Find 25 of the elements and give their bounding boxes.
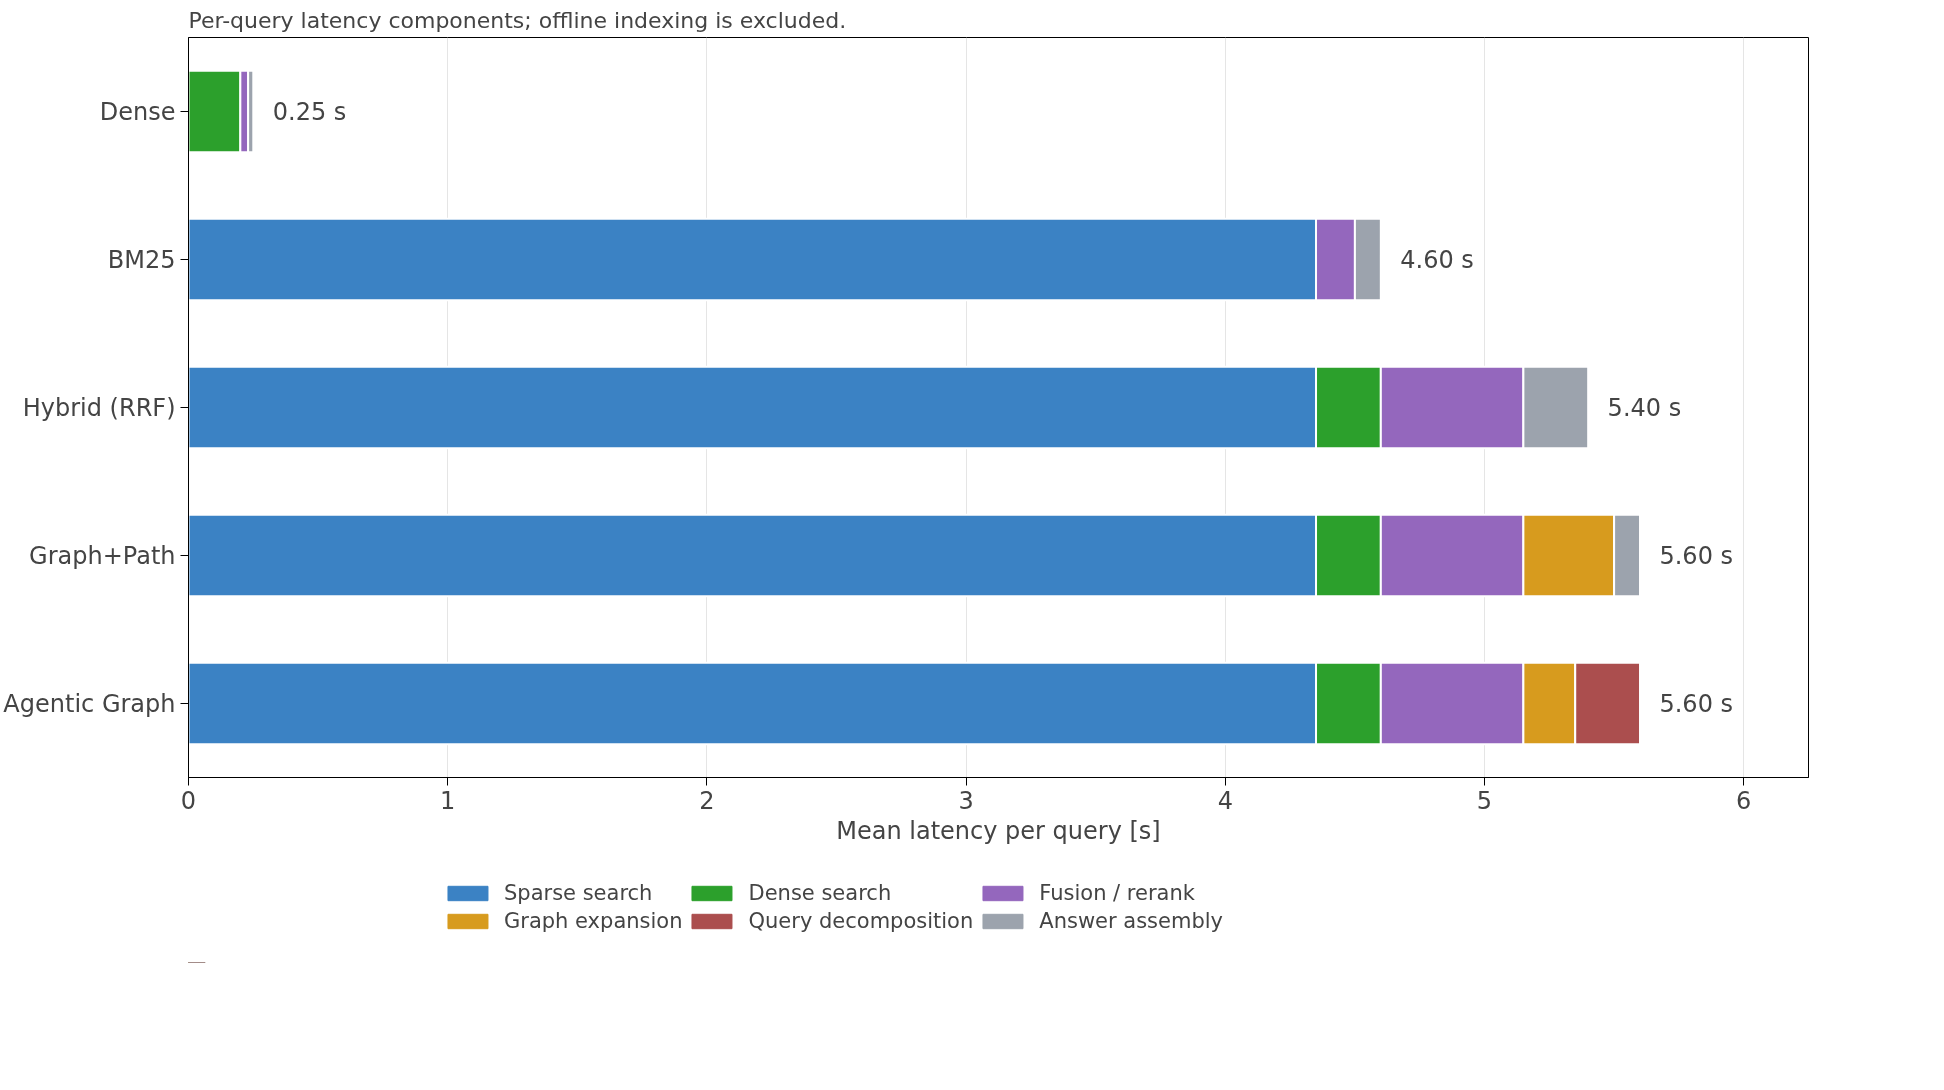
y-tick-label: BM25 bbox=[107, 245, 176, 274]
legend-label: Sparse search bbox=[503, 881, 653, 905]
total-label: 0.25 s bbox=[272, 97, 347, 126]
legend-label: Graph expansion bbox=[503, 909, 683, 933]
x-tick-label: 4 bbox=[1217, 786, 1233, 815]
legend-label: Query decomposition bbox=[748, 909, 974, 933]
y-tick-label: Graph+Path bbox=[29, 541, 176, 570]
legend-label: Answer assembly bbox=[1039, 909, 1224, 933]
total-label: 4.60 s bbox=[1400, 245, 1474, 274]
x-tick-label: 6 bbox=[1736, 786, 1752, 815]
x-axis-title: Mean latency per query [s] bbox=[836, 816, 1161, 845]
x-tick-label: 2 bbox=[699, 786, 715, 815]
y-tick-label: Agentic Graph bbox=[3, 689, 176, 718]
x-tick-label: 0 bbox=[180, 786, 197, 815]
total-label: 5.40 s bbox=[1607, 393, 1682, 422]
legend-label: Dense search bbox=[748, 881, 892, 905]
y-tick-label: Dense bbox=[99, 97, 176, 126]
x-tick-label: 5 bbox=[1476, 786, 1493, 815]
x-tick-label: 3 bbox=[958, 786, 974, 815]
chart-title: Per-query latency components; offline indexing is excluded. bbox=[188, 7, 847, 33]
legend-label: Fusion / rerank bbox=[1039, 881, 1195, 905]
x-tick-label: 1 bbox=[440, 786, 456, 815]
total-label: 5.60 s bbox=[1659, 541, 1734, 570]
total-label: 5.60 s bbox=[1659, 689, 1734, 718]
y-tick-label: Hybrid (RRF) bbox=[22, 393, 176, 422]
